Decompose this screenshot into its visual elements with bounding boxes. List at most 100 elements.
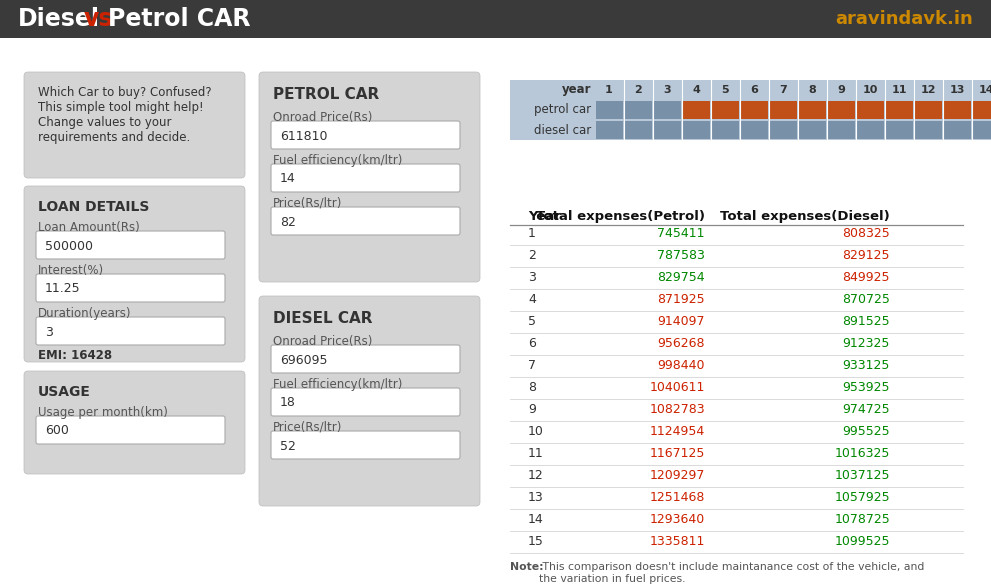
Text: 995525: 995525 [842,425,890,438]
Text: 8: 8 [528,381,536,394]
Bar [596,121,623,139]
FancyBboxPatch shape [36,317,225,345]
Text: Usage per month(km): Usage per month(km) [38,406,167,419]
Text: 953925: 953925 [842,381,890,394]
Text: 10: 10 [528,425,544,438]
Bar [828,121,855,139]
Bar [741,101,768,119]
Text: Which Car to buy? Confused?
This simple tool might help!
Change values to your
r: Which Car to buy? Confused? This simple … [38,86,212,144]
Text: Note:: Note: [510,562,544,572]
Text: 1016325: 1016325 [834,447,890,460]
Text: 745411: 745411 [657,227,705,240]
Bar [828,101,855,119]
Text: LOAN DETAILS: LOAN DETAILS [38,200,150,214]
Bar [886,101,913,119]
Text: 1: 1 [606,85,612,95]
FancyBboxPatch shape [271,431,460,459]
Text: 3: 3 [528,271,536,284]
Bar [510,80,991,100]
Bar [596,101,623,119]
Text: Price(Rs/ltr): Price(Rs/ltr) [273,421,342,434]
Bar [915,121,942,139]
Text: 611810: 611810 [280,130,327,143]
Bar [510,120,991,140]
Text: 6: 6 [528,337,536,350]
Text: 7: 7 [528,359,536,372]
Text: 52: 52 [280,440,296,453]
Text: 8: 8 [808,85,816,95]
Text: 14: 14 [528,513,544,526]
Text: 12: 12 [528,469,544,482]
Text: 4: 4 [528,293,536,306]
Text: 1209297: 1209297 [650,469,705,482]
Text: 1082783: 1082783 [649,403,705,416]
Text: 11: 11 [528,447,544,460]
Text: 914097: 914097 [657,315,705,328]
Bar [857,101,884,119]
Bar [683,121,710,139]
Text: 956268: 956268 [657,337,705,350]
FancyBboxPatch shape [36,274,225,302]
Bar [770,101,797,119]
Text: Year: Year [528,210,561,223]
Text: Fuel efficiency(km/ltr): Fuel efficiency(km/ltr) [273,154,402,167]
Text: vs: vs [84,7,114,31]
Text: Total expenses(Diesel): Total expenses(Diesel) [720,210,890,223]
Text: aravindavk.in: aravindavk.in [835,10,973,28]
Text: 1099525: 1099525 [834,535,890,548]
Text: 1167125: 1167125 [650,447,705,460]
Text: 14: 14 [280,173,295,185]
FancyBboxPatch shape [24,371,245,474]
FancyBboxPatch shape [271,164,460,192]
Text: 1057925: 1057925 [834,491,890,504]
Text: 6: 6 [750,85,758,95]
Bar [915,101,942,119]
Text: 696095: 696095 [280,353,327,366]
Text: diesel car: diesel car [534,123,591,137]
Bar [944,101,971,119]
Text: 787583: 787583 [657,249,705,262]
Text: 829754: 829754 [657,271,705,284]
Bar [654,101,681,119]
Text: Diesel: Diesel [18,7,100,31]
Text: Price(Rs/ltr): Price(Rs/ltr) [273,197,342,210]
Bar [510,100,991,120]
Bar [0,0,991,38]
Text: 3: 3 [663,85,671,95]
Text: Onroad Price(Rs): Onroad Price(Rs) [273,335,373,348]
Bar [654,121,681,139]
Text: Total expenses(Petrol): Total expenses(Petrol) [536,210,705,223]
FancyBboxPatch shape [24,72,245,178]
Text: 891525: 891525 [842,315,890,328]
Text: USAGE: USAGE [38,385,91,399]
FancyBboxPatch shape [271,345,460,373]
FancyBboxPatch shape [271,207,460,235]
Text: 14: 14 [978,85,991,95]
Text: 933125: 933125 [842,359,890,372]
Text: 600: 600 [45,424,69,437]
Text: EMI: 16428: EMI: 16428 [38,349,112,362]
Text: 18: 18 [280,396,296,410]
Text: 12: 12 [921,85,936,95]
Text: Petrol CAR: Petrol CAR [108,7,251,31]
Text: Interest(%): Interest(%) [38,264,104,277]
Text: Fuel efficiency(km/ltr): Fuel efficiency(km/ltr) [273,378,402,391]
Text: PETROL CAR: PETROL CAR [273,87,380,102]
Text: 1037125: 1037125 [834,469,890,482]
Text: 974725: 974725 [842,403,890,416]
FancyBboxPatch shape [36,231,225,259]
Bar [973,101,991,119]
Bar [857,121,884,139]
Bar [683,101,710,119]
Text: 871925: 871925 [657,293,705,306]
Bar [799,121,826,139]
Text: 500000: 500000 [45,239,93,252]
Text: 3: 3 [45,326,53,339]
Text: Loan Amount(Rs): Loan Amount(Rs) [38,221,140,234]
Text: 5: 5 [721,85,728,95]
Text: 808325: 808325 [842,227,890,240]
Text: 1124954: 1124954 [650,425,705,438]
Text: 1293640: 1293640 [650,513,705,526]
Text: 4: 4 [692,85,700,95]
Bar [886,121,913,139]
